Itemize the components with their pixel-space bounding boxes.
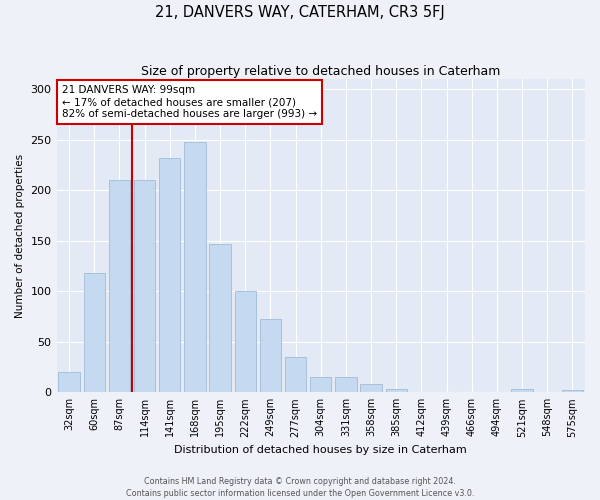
Bar — [386, 390, 407, 392]
Bar — [335, 377, 356, 392]
Bar — [83, 273, 105, 392]
Text: Contains HM Land Registry data © Crown copyright and database right 2024.
Contai: Contains HM Land Registry data © Crown c… — [126, 476, 474, 498]
Y-axis label: Number of detached properties: Number of detached properties — [15, 154, 25, 318]
Bar — [58, 372, 80, 392]
Bar — [260, 318, 281, 392]
Bar — [184, 142, 206, 393]
Bar — [209, 244, 231, 392]
Title: Size of property relative to detached houses in Caterham: Size of property relative to detached ho… — [141, 65, 500, 78]
Text: 21 DANVERS WAY: 99sqm
← 17% of detached houses are smaller (207)
82% of semi-det: 21 DANVERS WAY: 99sqm ← 17% of detached … — [62, 86, 317, 118]
Bar — [310, 377, 331, 392]
Text: 21, DANVERS WAY, CATERHAM, CR3 5FJ: 21, DANVERS WAY, CATERHAM, CR3 5FJ — [155, 5, 445, 20]
Bar — [235, 292, 256, 392]
X-axis label: Distribution of detached houses by size in Caterham: Distribution of detached houses by size … — [175, 445, 467, 455]
Bar — [511, 390, 533, 392]
Bar — [109, 180, 130, 392]
Bar — [159, 158, 181, 392]
Bar — [562, 390, 583, 392]
Bar — [361, 384, 382, 392]
Bar — [285, 357, 307, 392]
Bar — [134, 180, 155, 392]
